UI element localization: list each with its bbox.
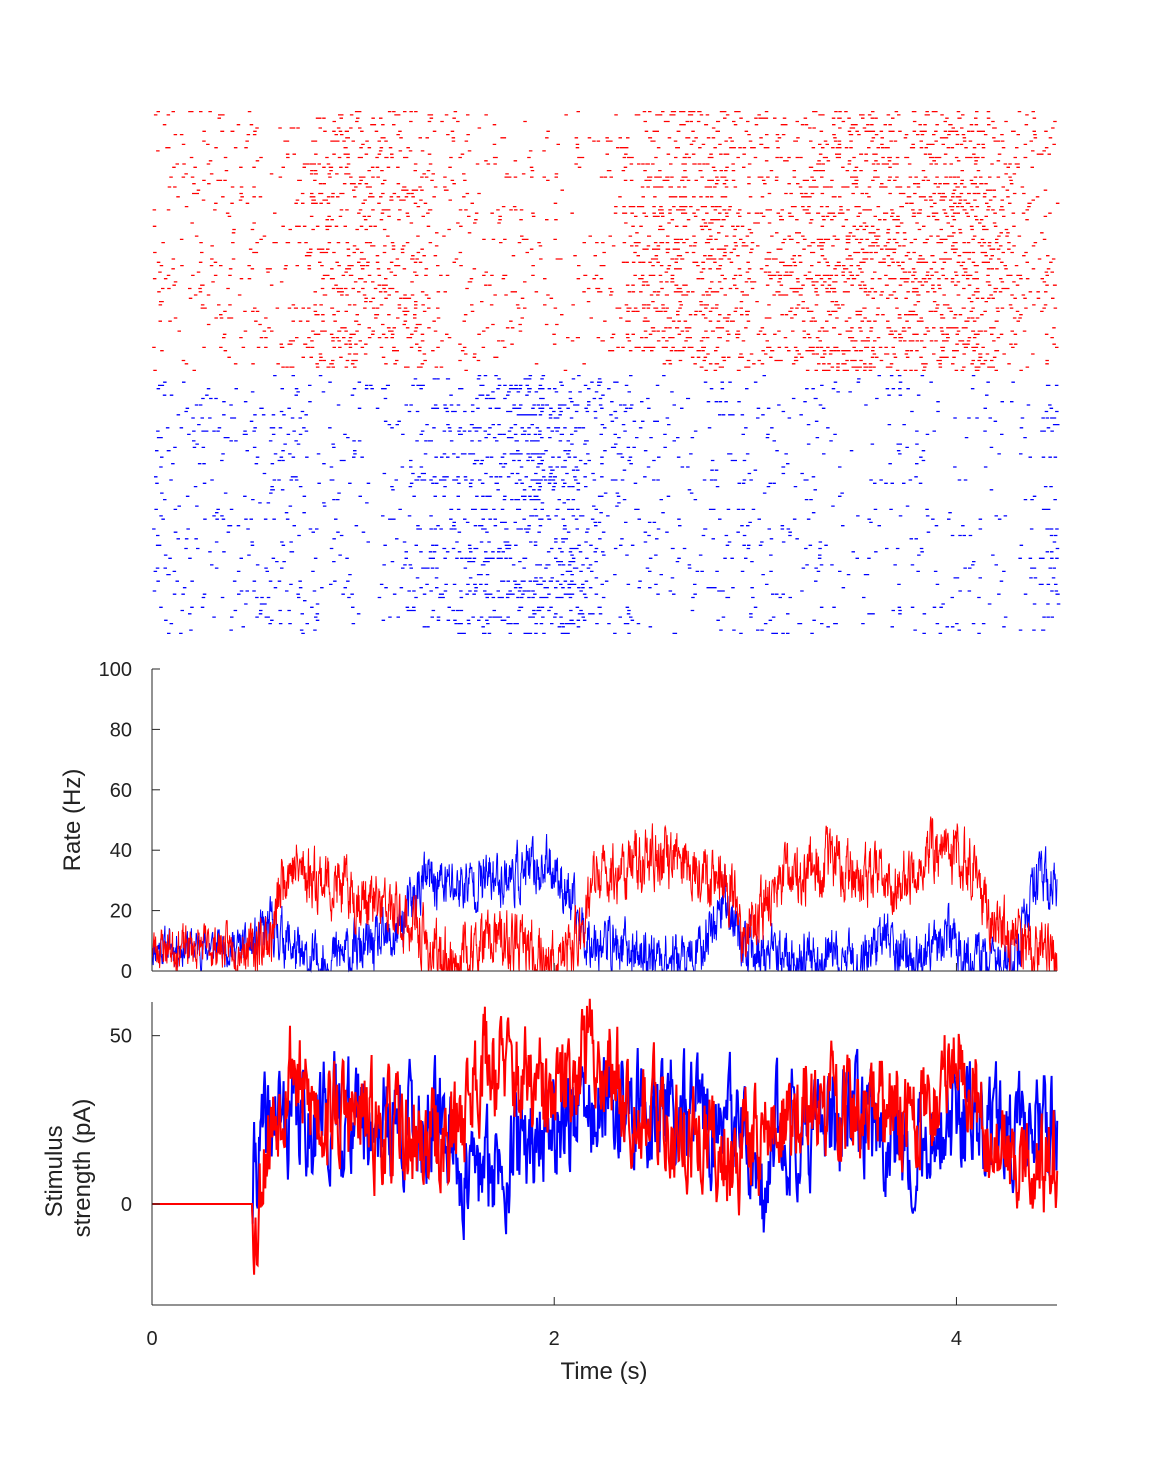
stimulus-y-tick-label: 0 [121, 1194, 132, 1216]
rate-y-tick-label: 20 [110, 901, 132, 923]
rate-y-tick-label: 100 [99, 659, 132, 681]
stimulus-y-axis-title-line-1: Stimulus [41, 1125, 68, 1217]
stimulus-y-axis-title-line-2: strength (pA) [69, 1099, 96, 1238]
stimulus-panel: 0 50 0 2 4 Stimulus strength (pA) Time (s) [41, 998, 1059, 1385]
stimulus-series-group [152, 998, 1059, 1275]
stimulus-y-ticks: 0 50 [110, 1026, 160, 1216]
raster-series-2 [152, 374, 1061, 635]
rate-y-tick-label: 60 [110, 780, 132, 802]
x-axis-title: Time (s) [560, 1358, 647, 1385]
raster-series-1 [152, 110, 1060, 372]
x-tick-label: 2 [549, 1328, 560, 1350]
rate-panel: 0 20 40 60 80 100 Rate (Hz) [59, 659, 1058, 983]
raster-panel [152, 110, 1061, 635]
raster-spikes-2 [152, 374, 1061, 635]
rate-y-tick-label: 0 [121, 961, 132, 983]
rate-y-tick-label: 80 [110, 719, 132, 741]
rate-series-2 [151, 833, 1058, 973]
stimulus-y-axis-title: Stimulus strength (pA) [41, 1099, 96, 1238]
rate-series-group [151, 816, 1058, 973]
x-tick-label: 0 [146, 1328, 157, 1350]
rate-y-axis-title: Rate (Hz) [59, 769, 86, 872]
rate-y-tick-label: 40 [110, 840, 132, 862]
rate-y-ticks: 0 20 40 60 80 100 [99, 659, 160, 983]
stimulus-y-tick-label: 50 [110, 1026, 132, 1048]
rate-series-1 [151, 816, 1058, 972]
stimulus-x-ticks: 0 2 4 [146, 1297, 962, 1350]
stimulus-series-2 [152, 998, 1059, 1275]
raster-spikes-1 [152, 110, 1060, 372]
x-tick-label: 4 [951, 1328, 962, 1350]
rate-x-ticks [151, 963, 957, 971]
